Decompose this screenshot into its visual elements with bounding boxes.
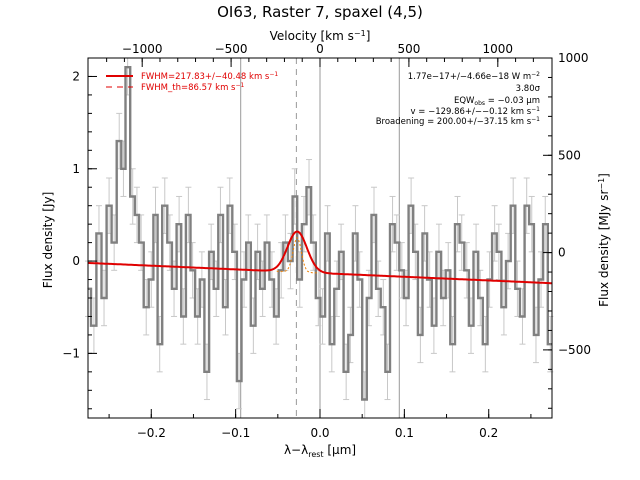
x-axis-label-unit: [μm] — [327, 443, 356, 457]
x-tick-label-3: 0.1 — [395, 426, 414, 440]
y2-tick-label-2: 500 — [558, 148, 581, 162]
x-axis-label-text: λ−λ — [284, 443, 308, 457]
legend-label-fwhm: FWHM=217.83+/−40.48 km s−1 — [141, 71, 278, 82]
annotation-velocity-text: v = −129.86+/−−0.12 km s — [411, 107, 532, 117]
top-tick-label-0: −1000 — [122, 42, 163, 56]
legend: FWHM=217.83+/−40.48 km s−1 FWHM_th=86.57… — [106, 71, 278, 93]
annotation-flux-sup: −2 — [531, 71, 540, 78]
thermal-fit-curve — [276, 236, 317, 274]
y-tick-label-3: 2 — [72, 69, 80, 83]
x-tick-label-4: 0.2 — [479, 426, 498, 440]
annotation-flux: 1.77e−17+/−4.66e−18 W m−2 — [408, 71, 540, 82]
top-tick-label-3: 500 — [397, 42, 420, 56]
y2-axis-label: Flux density [MJy sr−1] — [597, 173, 611, 307]
spectrum-series — [87, 66, 552, 401]
y2-tick-label-1: 0 — [558, 246, 566, 260]
x-axis-label-sub: rest — [308, 450, 323, 459]
spectrum-line — [88, 66, 552, 401]
legend-sup-fwhm-th: −1 — [235, 82, 244, 89]
y2-axis-label-sup: −1 — [597, 178, 606, 190]
top-axis-label-close: ] — [366, 29, 371, 43]
y2-tick-label-0: −500 — [558, 343, 591, 357]
x-tick-label-0: −0.2 — [137, 426, 166, 440]
top-axis-label-text: Velocity [km s — [270, 29, 354, 43]
annotation-flux-text: 1.77e−17+/−4.66e−18 W m — [408, 72, 531, 82]
annotation-broadening-text: Broadening = 200.00+/−37.15 km s — [376, 117, 532, 127]
annotation-broadening: Broadening = 200.00+/−37.15 km s−1 — [376, 116, 540, 127]
y2-axis-label-close: ] — [597, 173, 611, 178]
annotation-eqw-sub: obs — [474, 100, 485, 107]
y-tick-label-2: 1 — [72, 162, 80, 176]
legend-text-fwhm-th: FWHM_th=86.57 km s — [141, 83, 236, 93]
fit-curve — [87, 230, 552, 285]
annotation-velocity: v = −129.86+/−−0.12 km s−1 — [411, 106, 541, 117]
annotation-velocity-sup: −1 — [531, 106, 540, 113]
fit-annotations: 1.77e−17+/−4.66e−18 W m−2 3.80σ EQWobs =… — [376, 71, 541, 127]
y2-axis-label-text: Flux density [MJy sr — [597, 190, 611, 307]
annotation-broadening-sup: −1 — [531, 116, 540, 123]
top-axis-label-sup: −1 — [354, 29, 366, 38]
y-tick-label-1: 0 — [72, 254, 80, 268]
annotation-eqw-tail: = −0.03 μm — [485, 96, 540, 106]
annotation-eqw-text: EQW — [454, 96, 475, 106]
annotation-sigma: 3.80σ — [516, 84, 541, 94]
x-tick-label-2: 0.0 — [310, 426, 329, 440]
x-axis-label: λ−λrest [μm] — [284, 443, 356, 459]
top-axis-label: Velocity [km s−1] — [270, 29, 371, 43]
y2-tick-label-3: 1000 — [558, 51, 589, 65]
legend-sup-fwhm: −1 — [269, 71, 278, 78]
legend-text-fwhm: FWHM=217.83+/−40.48 km s — [141, 72, 270, 82]
chart-title: OI63, Raster 7, spaxel (4,5) — [217, 3, 423, 21]
fit-curves — [87, 230, 552, 285]
top-tick-label-4: 1000 — [483, 42, 514, 56]
top-tick-label-2: 0 — [316, 42, 324, 56]
x-tick-label-1: −0.1 — [221, 426, 250, 440]
y-tick-label-0: −1 — [62, 346, 80, 360]
axis-ticks: −0.2 −0.1 0.0 0.1 0.2 −1000 −500 0 500 1000 −1 0 1 2 −… — [62, 42, 591, 440]
annotation-eqw: EQWobs = −0.03 μm — [454, 96, 540, 107]
y-axis-label: Flux density [Jy] — [41, 192, 55, 289]
top-tick-label-1: −500 — [215, 42, 248, 56]
legend-label-fwhm-th: FWHM_th=86.57 km s−1 — [141, 82, 245, 93]
